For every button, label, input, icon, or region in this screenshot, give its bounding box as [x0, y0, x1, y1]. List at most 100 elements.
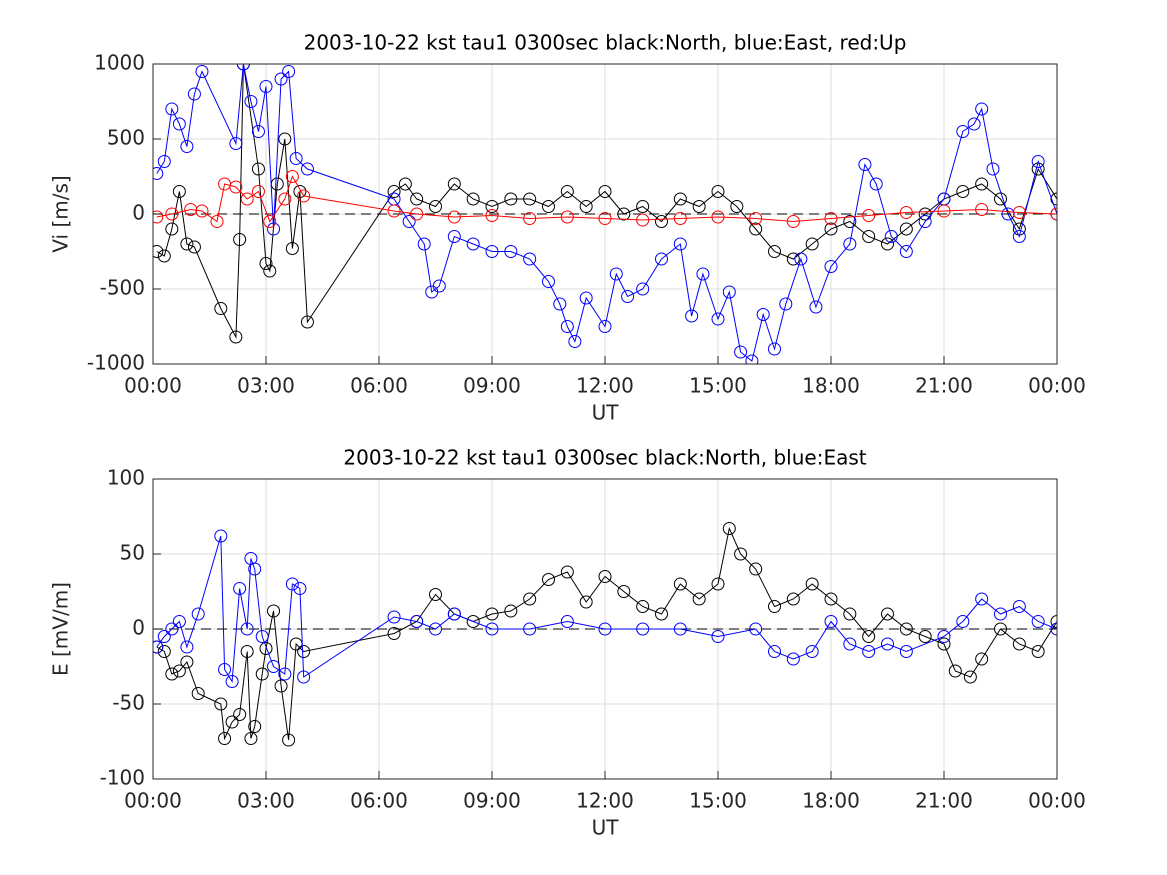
data-point	[240, 192, 254, 206]
data-point	[843, 215, 857, 228]
x-tick-label: 15:00	[689, 789, 747, 813]
x-tick-label: 18:00	[802, 374, 860, 398]
data-point	[180, 655, 194, 669]
data-point	[1050, 615, 1057, 628]
data-point	[172, 117, 186, 131]
x-tick-label: 09:00	[463, 374, 521, 398]
data-point	[153, 210, 164, 224]
data-point	[1031, 645, 1045, 658]
data-point	[937, 637, 951, 651]
data-point	[824, 260, 838, 273]
data-point	[153, 167, 164, 180]
data-point	[259, 642, 273, 655]
data-point	[214, 697, 228, 711]
data-point	[824, 592, 838, 606]
data-point	[745, 354, 759, 364]
data-point	[274, 679, 288, 693]
data-point	[568, 335, 582, 348]
data-point	[285, 577, 299, 591]
data-point	[967, 117, 981, 131]
data-point	[233, 708, 247, 721]
x-tick-label: 00:00	[124, 789, 182, 813]
data-point	[297, 189, 311, 203]
data-point	[157, 645, 171, 658]
data-point	[180, 140, 194, 153]
plot-area	[153, 522, 1057, 747]
data-point	[579, 200, 593, 213]
chart-title: 2003-10-22 kst tau1 0300sec black:North,…	[304, 31, 907, 55]
x-tick-label: 06:00	[350, 789, 408, 813]
data-point	[187, 87, 201, 101]
data-point	[542, 573, 555, 586]
data-point	[711, 210, 725, 224]
data-point	[1050, 192, 1057, 206]
data-point	[1031, 155, 1045, 168]
data-point	[523, 622, 537, 636]
data-point	[195, 65, 209, 78]
data-point	[918, 630, 932, 643]
data-point	[794, 252, 808, 266]
data-point	[881, 607, 894, 621]
data-point	[899, 645, 913, 658]
data-point	[805, 237, 819, 251]
series-line	[156, 526, 1057, 741]
data-point	[749, 562, 763, 576]
data-point	[598, 212, 612, 225]
data-point	[975, 203, 989, 216]
plot-area	[153, 64, 1057, 364]
y-tick-label: -500	[100, 276, 145, 300]
x-axis-label: UT	[592, 401, 620, 425]
data-point	[387, 204, 401, 218]
data-point	[749, 622, 763, 636]
data-point	[504, 245, 518, 258]
data-point	[157, 155, 171, 168]
x-tick-label: 21:00	[915, 789, 973, 813]
data-point	[244, 732, 258, 745]
y-tick-label: 500	[107, 126, 145, 150]
data-point	[579, 291, 593, 305]
x-tick-label: 18:00	[802, 789, 860, 813]
data-point	[768, 245, 781, 258]
data-point	[172, 615, 186, 628]
data-point	[994, 622, 1007, 636]
data-point	[1012, 230, 1026, 243]
data-point	[673, 237, 687, 251]
data-point	[918, 215, 932, 228]
data-point	[398, 177, 412, 191]
data-point	[255, 630, 269, 643]
data-point	[274, 72, 288, 86]
x-axis-label: UT	[592, 816, 620, 840]
data-point	[165, 667, 179, 681]
data-point	[986, 162, 1000, 176]
data-point	[843, 607, 857, 621]
data-point	[598, 185, 612, 198]
data-point	[410, 207, 424, 221]
data-point	[560, 210, 574, 224]
data-point	[282, 65, 296, 78]
data-point	[899, 245, 913, 258]
data-point	[621, 290, 635, 303]
data-point	[225, 715, 239, 729]
data-point	[711, 312, 725, 326]
data-point	[523, 212, 537, 225]
data-point	[485, 607, 499, 621]
y-tick-label: 0	[132, 616, 145, 640]
data-point	[749, 212, 763, 225]
data-point	[779, 297, 793, 311]
data-point	[786, 252, 800, 266]
data-point	[248, 720, 262, 733]
data-point	[229, 180, 243, 194]
data-point	[225, 675, 239, 688]
data-point	[485, 245, 499, 258]
data-point	[560, 615, 574, 628]
data-point	[195, 204, 209, 218]
data-point	[184, 203, 198, 216]
data-point	[899, 622, 913, 636]
data-point	[259, 257, 273, 270]
data-point	[191, 687, 205, 700]
x-tick-label: 09:00	[463, 789, 521, 813]
axes-box	[152, 478, 1058, 780]
data-point	[542, 200, 555, 213]
data-point	[504, 192, 518, 206]
data-point	[956, 185, 970, 198]
